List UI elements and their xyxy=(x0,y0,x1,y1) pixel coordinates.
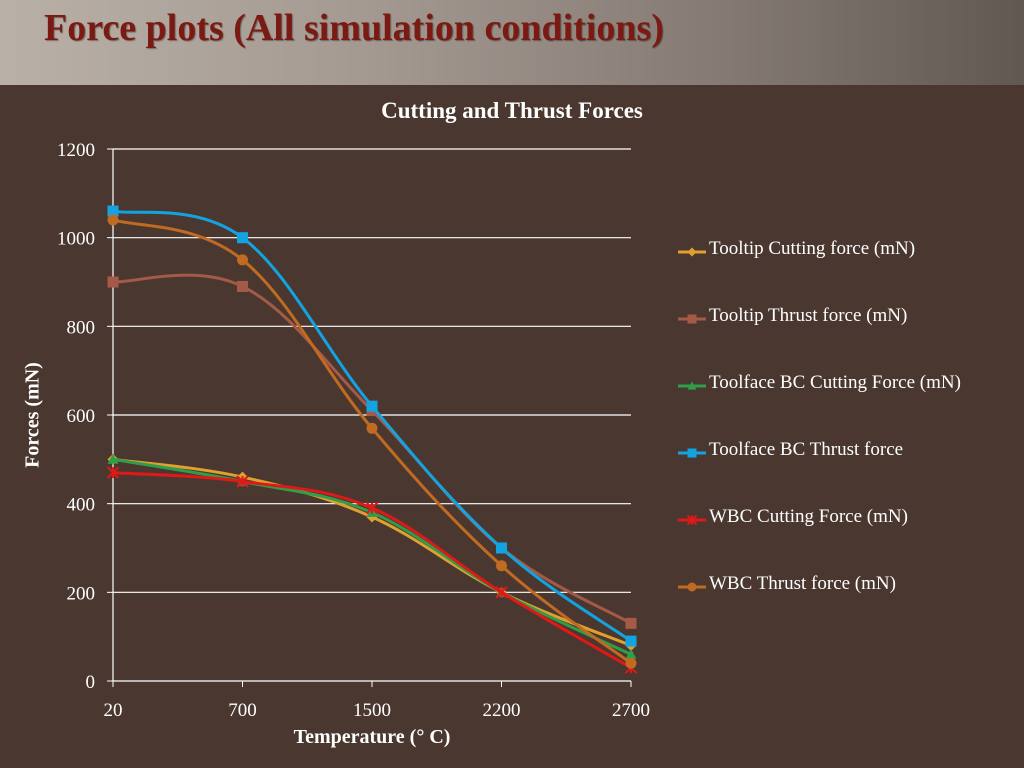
x-tick-label: 1500 xyxy=(353,700,391,721)
legend-swatch xyxy=(678,582,706,592)
series-1 xyxy=(107,273,637,629)
data-point xyxy=(366,422,378,434)
data-point xyxy=(106,466,120,479)
legend-swatch xyxy=(678,247,706,257)
series-4 xyxy=(106,466,638,674)
y-tick-label: 800 xyxy=(67,317,96,338)
y-tick-label: 0 xyxy=(86,672,96,693)
data-point xyxy=(107,453,119,464)
data-point xyxy=(236,475,249,488)
data-point xyxy=(237,254,248,266)
data-point xyxy=(625,617,637,629)
chart-title: Cutting and Thrust Forces xyxy=(381,98,643,123)
x-tick-label: 700 xyxy=(228,700,257,721)
chart-axes xyxy=(107,148,632,687)
legend-label: WBC Cutting Force (mN) xyxy=(709,506,908,527)
data-point xyxy=(365,501,379,515)
x-tick-label: 20 xyxy=(104,700,123,721)
data-point xyxy=(107,214,119,226)
y-axis-label: Forces (mN) xyxy=(21,362,44,468)
series-5 xyxy=(107,214,637,669)
y-tick-label: 200 xyxy=(67,583,96,604)
y-tick-labels: 0 200 400 600 800 1000 1200 xyxy=(57,140,95,693)
data-point xyxy=(496,542,507,554)
x-tick-label: 2700 xyxy=(612,700,650,721)
series-line xyxy=(112,218,632,665)
x-tick-label: 2200 xyxy=(483,700,521,721)
legend-swatch xyxy=(678,514,706,526)
series-line xyxy=(112,471,632,669)
data-point xyxy=(366,400,378,412)
legend-label: Tooltip Thrust force (mN) xyxy=(709,305,908,326)
y-tick-label: 1000 xyxy=(57,229,95,250)
legend-swatch xyxy=(678,314,706,324)
series-lines xyxy=(106,205,638,674)
data-point xyxy=(625,635,637,647)
data-point xyxy=(625,648,637,659)
legend-label: Tooltip Cutting force (mN) xyxy=(709,238,916,259)
legend-label: Toolface BC Thrust force xyxy=(709,439,904,460)
data-point xyxy=(237,280,248,292)
legend-label: Toolface BC Cutting Force (mN) xyxy=(709,372,961,393)
data-point xyxy=(496,560,507,572)
legend-swatch xyxy=(678,381,706,390)
data-point xyxy=(625,657,637,669)
legend-label: WBC Thrust force (mN) xyxy=(709,573,896,594)
y-tick-label: 1200 xyxy=(57,140,95,161)
series-line xyxy=(112,457,632,656)
data-point xyxy=(107,205,119,217)
legend-swatch xyxy=(678,448,706,458)
slide-header xyxy=(0,0,1024,85)
x-tick-labels: 20 700 1500 2200 2700 xyxy=(104,700,651,721)
slide-title: Force plots (All simulation conditions) xyxy=(44,7,664,49)
data-point xyxy=(495,586,508,599)
line-chart: 0 200 400 600 800 1000 1200 20 700 1500 2200 2700 xyxy=(57,140,651,721)
series-line xyxy=(112,273,632,625)
x-axis-label: Temperature (° C) xyxy=(293,726,451,748)
series-3 xyxy=(107,205,637,647)
y-tick-label: 600 xyxy=(67,406,96,427)
data-point xyxy=(107,276,119,288)
series-2 xyxy=(107,453,637,659)
y-tick-label: 400 xyxy=(67,495,96,516)
data-point xyxy=(237,232,248,244)
